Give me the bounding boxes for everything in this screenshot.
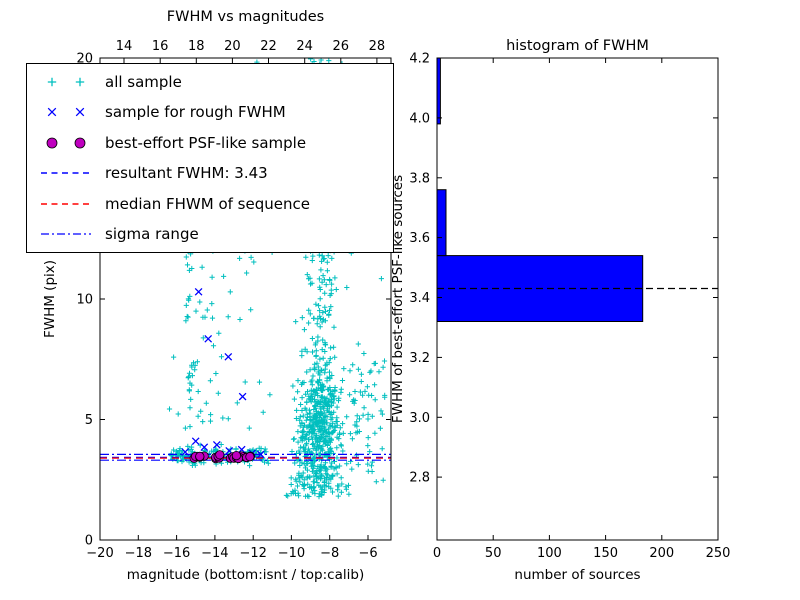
y-tick-label: 10 [76,293,93,308]
y-tick-label: 3.0 [409,411,430,426]
left-plot-xlabel: magnitude (bottom:isnt / top:calib) [127,567,364,583]
y-tick-label: 4.0 [409,111,430,126]
x-tick-label: −18 [125,546,152,561]
top-x-tick-label: 26 [333,39,350,54]
legend-marker-blue-dashdot-line [41,233,91,235]
legend-marker-blue-dashed-line [41,172,91,174]
left-plot-ylabel: FWHM (pix) [42,260,58,338]
x-tick-label: 100 [537,546,562,561]
top-x-tick-label: 24 [296,39,313,54]
legend-item: all sample [37,72,383,92]
top-x-tick-label: 16 [152,39,169,54]
x-tick-label: −10 [278,546,305,561]
rough-fwhm-markers [181,224,265,459]
x-tick-label: 250 [706,546,731,561]
plus-icon [47,77,57,87]
dot-icon [46,137,58,149]
x-icon [75,108,85,117]
legend-item-label: all sample [105,73,182,91]
legend-item: sigma range [37,224,383,244]
top-x-tick-label: 14 [116,39,133,54]
y-tick-label: 5 [85,413,93,428]
x-icon [47,108,57,117]
y-tick-label: 3.4 [409,291,430,306]
y-tick-label: 2.8 [409,471,430,486]
histogram-bars [436,57,644,323]
x-tick-label: −12 [239,546,266,561]
x-tick-label: −6 [358,546,377,561]
dot-icon [74,137,86,149]
histogram-bar [436,189,447,257]
psf-like-marker [245,452,255,462]
left-plot: −20 −18 −16 −14 −12 −10 −8 −6 14 16 18 20 22 24 26 28 0 5… [42,9,392,583]
legend-box: all sample sample for rough FWHM best-effo… [26,63,394,253]
psf-like-marker [215,450,225,460]
top-x-tick-label: 18 [188,39,205,54]
x-tick-label: −16 [163,546,190,561]
x-tick-label: −14 [201,546,228,561]
top-x-tick-label: 20 [224,39,241,54]
legend-item: resultant FWHM: 3.43 [37,163,383,183]
legend-marker-cyan-plus-pair [47,77,85,87]
top-x-tick-label: 22 [260,39,277,54]
legend-marker-blue-x-pair [47,108,85,117]
legend-item: best-effort PSF-like sample [37,133,383,153]
legend-item-label: sigma range [105,224,199,243]
right-axes-frame [436,57,719,541]
y-tick-label: 3.6 [409,231,430,246]
legend-marker-red-dashed-line [41,202,91,205]
right-plot-title: histogram of FWHM [506,38,649,54]
y-tick-label: 3.8 [409,171,430,186]
legend-item-label: sample for rough FWHM [105,103,286,122]
left-plot-title: FWHM vs magnitudes [167,9,324,25]
legend-item-label: resultant FWHM: 3.43 [105,164,268,183]
y-tick-label: 0 [85,534,93,549]
y-tick-label: 20 [76,52,93,67]
legend-marker-magenta-dot-pair [46,137,86,149]
x-tick-label: 150 [593,546,618,561]
x-tick-label: 50 [485,546,502,561]
y-tick-label: 4.2 [409,52,430,67]
legend-item-label: best-effort PSF-like sample [105,133,307,152]
x-tick-label: 200 [649,546,674,561]
right-plot-xlabel: number of sources [514,567,640,583]
x-tick-label: 0 [433,546,441,561]
top-x-tick-label: 28 [369,39,386,54]
psf-like-marker [195,451,205,461]
legend-item: median FHWM of sequence [37,194,383,214]
psf-like-marker [231,450,241,461]
series-psf-like [189,450,255,464]
series-rough-fwhm [181,224,265,459]
right-plot-ylabel: FWHM of best-effort PSF-like sources [390,175,406,423]
y-tick-label: 3.2 [409,351,430,366]
right-plot: 0 50 100 150 200 250 2.8 3.0 3.2 3.4 3.6 3.8 4.0 4.2 h… [390,38,730,583]
x-tick-label: −20 [86,546,113,561]
histogram-bar [436,57,441,125]
plus-icon [75,77,85,87]
legend-item: sample for rough FWHM [37,102,383,122]
legend-item-label: median FHWM of sequence [105,194,310,213]
x-tick-label: −8 [320,546,339,561]
